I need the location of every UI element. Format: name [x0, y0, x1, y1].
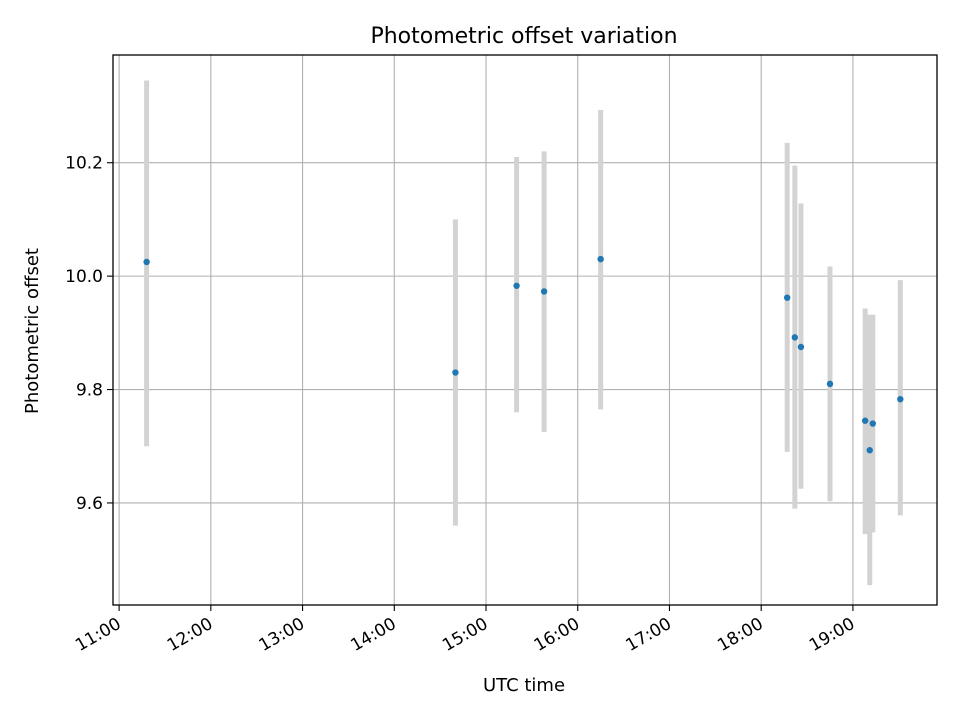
data-point — [826, 380, 834, 388]
chart-title: Photometric offset variation — [370, 24, 677, 49]
data-point — [869, 420, 876, 427]
x-tick-label: 12:00 — [164, 614, 216, 656]
data-point — [797, 343, 805, 351]
x-tick-label: 18:00 — [714, 614, 766, 656]
data-point — [452, 369, 459, 376]
y-tick-label: 10.2 — [65, 154, 103, 174]
data-point — [861, 417, 869, 424]
y-tick-label: 9.8 — [76, 381, 103, 401]
y-axis-ticks: 9.6 9.8 10.0 10.2 — [65, 154, 113, 514]
data-point — [783, 294, 791, 301]
data-points — [143, 255, 904, 454]
data-point — [897, 395, 904, 403]
y-axis-label: Photometric offset — [22, 248, 43, 414]
x-axis-ticks: 11:00 12:00 13:00 14:00 15:00 16:00 17:00 18:00… — [72, 605, 858, 656]
y-tick-label: 9.6 — [76, 494, 103, 514]
x-tick-label: 17:00 — [623, 614, 675, 656]
plot-frame — [112, 54, 938, 606]
data-point — [597, 255, 604, 263]
data-point — [143, 258, 150, 266]
grid — [113, 55, 937, 605]
data-point — [540, 288, 548, 295]
x-tick-label: 16:00 — [531, 614, 583, 656]
x-tick-label: 15:00 — [439, 614, 491, 656]
data-point — [866, 447, 873, 454]
x-tick-label: 19:00 — [806, 614, 858, 656]
error-bars — [144, 80, 903, 586]
data-point — [791, 334, 799, 341]
x-tick-label: 11:00 — [72, 614, 124, 656]
x-axis-label: UTC time — [483, 675, 565, 696]
x-tick-label: 14:00 — [347, 614, 399, 656]
data-point — [513, 282, 520, 289]
y-tick-label: 10.0 — [65, 267, 103, 287]
x-tick-label: 13:00 — [256, 614, 308, 656]
